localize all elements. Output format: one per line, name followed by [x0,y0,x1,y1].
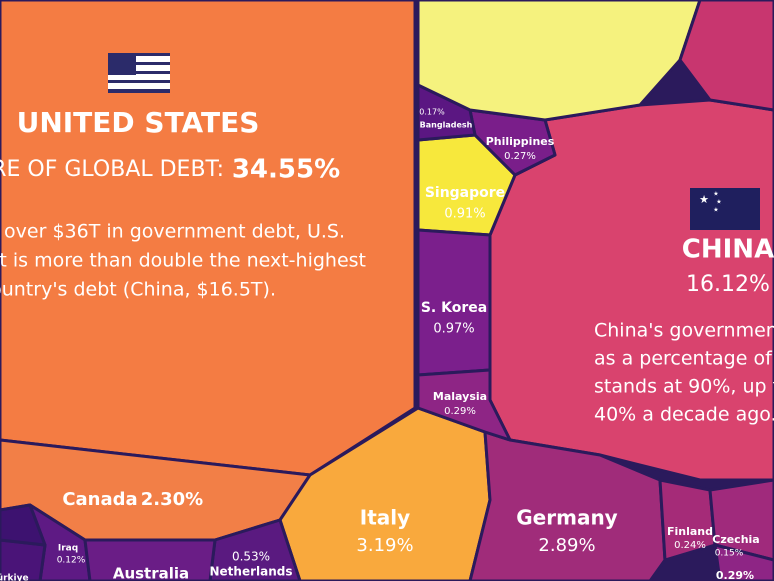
china-flag: ★ ★ ★ ★ [690,188,760,230]
china-description: stands at 90%, up from [594,376,774,398]
cell-name: CHINA [682,235,774,265]
cell-name: Germany [516,506,617,530]
svg-text:★: ★ [713,191,718,198]
china-description: China's government debt [594,320,774,342]
cell-value: 0.91% [444,207,485,222]
cell-value: 16.12% [686,272,770,297]
us-description: debt is more than double the next-highes… [0,250,366,272]
cell-value: 0.53% [232,550,270,564]
cell-value: 0.29% [716,569,754,581]
cell-name: Italy [360,506,410,530]
cell-name: Finland [667,525,713,538]
cell-unlabeled [713,543,774,581]
cell-value: 3.19% [356,535,413,556]
share-label: SHARE OF GLOBAL DEBT: [0,157,224,182]
cell-value: 0.24% [674,540,706,551]
cell-name: Bangladesh [420,121,473,130]
cell-value: 0.97% [433,322,474,337]
cell [83,538,217,581]
cell-value: 2.89% [538,535,595,556]
cell-name: Türkiye [0,574,29,581]
svg-text:★: ★ [713,207,718,214]
cell-name: Czechia [712,533,759,546]
cell-name: S. Korea [421,300,487,316]
cell-value: 0.27% [504,151,536,162]
cell [708,478,774,562]
china-description: as a percentage of GDP [594,348,774,370]
us-description: country's debt (China, $16.5T). [0,279,276,301]
us-description: With over $36T in government debt, U.S. [0,221,345,243]
cell-name: Canada [62,489,137,510]
cell-name: Netherlands [209,565,292,579]
cell-name: UNITED STATES [17,106,260,139]
cell-unlabeled [0,503,47,547]
cell-value: 2.30% [141,489,203,510]
cell-value: 0.29% [444,406,476,417]
svg-text:★: ★ [716,199,721,206]
china-description: 40% a decade ago. [594,404,774,426]
cell-value: 0.17% [419,108,445,117]
cell-name: Malaysia [433,390,487,403]
cell-value: 0.12% [57,556,86,566]
cell-value: 34.55% [232,155,340,185]
cell-unlabeled [416,0,702,122]
us-flag [108,53,170,93]
cell-name: Philippines [486,135,555,148]
cell-name: Australia [113,565,189,581]
cell [416,368,512,442]
cell-unlabeled [678,0,774,112]
cell-name: Singapore [425,185,505,201]
cell-value: 0.15% [715,549,744,559]
svg-text:★: ★ [699,193,709,206]
cell-name: Iraq [58,544,78,554]
